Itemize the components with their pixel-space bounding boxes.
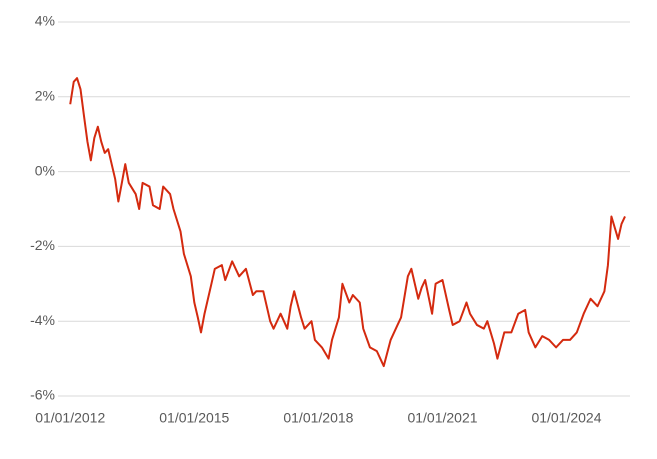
y-tick-label: 2% [35,88,55,104]
x-tick-label: 01/01/2015 [159,410,229,426]
y-tick-label: -6% [30,387,55,403]
x-tick-label: 01/01/2012 [35,410,105,426]
y-tick-label: 0% [35,162,55,178]
x-tick-label: 01/01/2018 [283,410,353,426]
y-tick-label: 4% [35,13,55,29]
data-line [69,77,626,368]
y-tick-label: -2% [30,237,55,253]
x-tick-label: 01/01/2024 [531,410,601,426]
y-tick-label: -4% [30,312,55,328]
x-tick-label: 01/01/2021 [407,410,477,426]
